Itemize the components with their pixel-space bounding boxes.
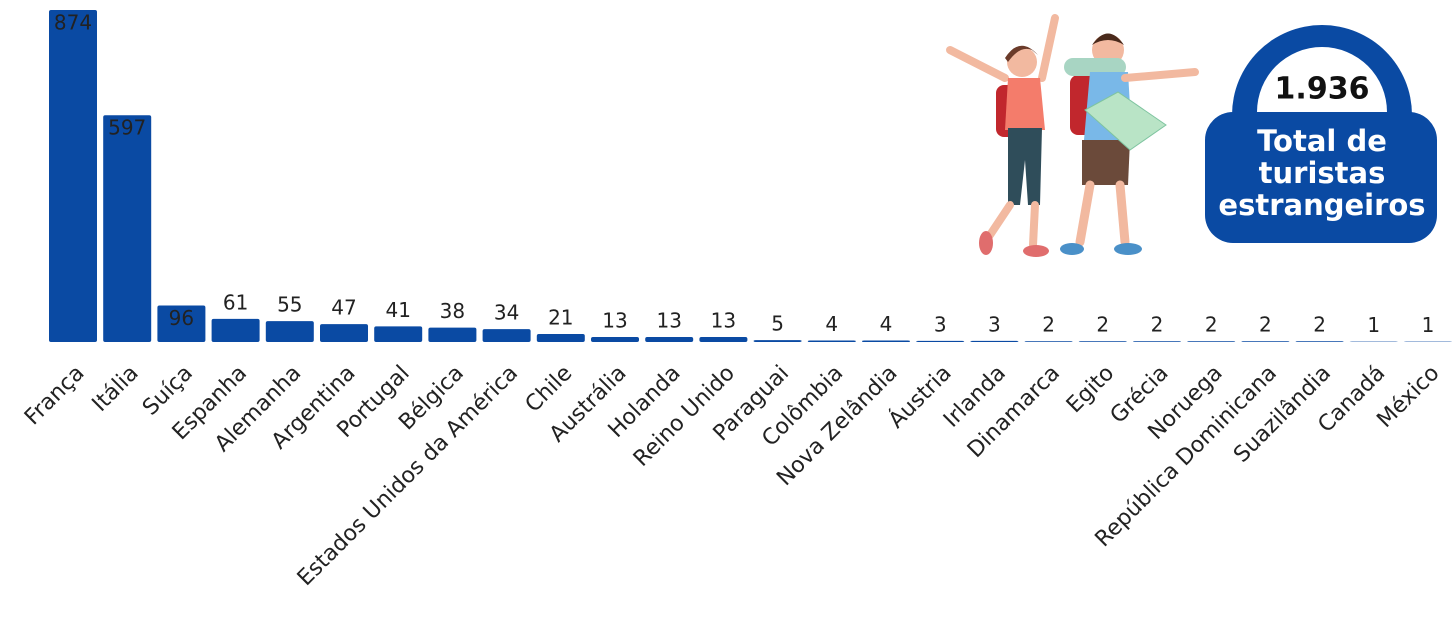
value-label: 2: [1205, 313, 1218, 337]
bar: [591, 337, 639, 342]
bar: [428, 327, 477, 342]
value-label: 2: [1042, 313, 1055, 337]
value-label: 4: [825, 312, 838, 336]
x-tick-label: França: [20, 361, 89, 430]
bar: [807, 340, 856, 342]
bar: [1241, 341, 1290, 342]
total-badge: 1.936 Total de turistas estrangeiros: [1205, 25, 1437, 243]
bar: [699, 337, 748, 342]
bar: [482, 329, 531, 342]
value-label: 34: [494, 301, 519, 325]
bar: [1295, 341, 1344, 342]
bar: [753, 340, 802, 342]
value-label: 3: [934, 312, 947, 336]
tourists-illustration: [946, 14, 1199, 257]
value-label: 2: [1259, 313, 1272, 337]
value-label: 597: [108, 116, 146, 140]
bar: [320, 324, 368, 342]
value-label: 41: [385, 298, 410, 322]
bar: [1187, 341, 1236, 342]
bar: [970, 340, 1019, 342]
value-label: 96: [169, 306, 194, 330]
bar: [916, 340, 965, 342]
bar: [645, 337, 694, 342]
value-label: 874: [54, 11, 92, 35]
value-label: 1: [1422, 313, 1435, 337]
total-label: Total de: [1257, 124, 1387, 158]
bar: [103, 115, 152, 342]
value-label: 1: [1367, 313, 1380, 337]
bar: [157, 305, 206, 342]
total-label: turistas: [1259, 156, 1386, 190]
bar: [49, 10, 97, 342]
value-label: 2: [1151, 313, 1164, 337]
bar: [1078, 341, 1127, 342]
value-label: 4: [880, 312, 893, 336]
bar: [862, 340, 910, 342]
bar: [374, 326, 423, 342]
value-label: 21: [548, 306, 573, 330]
bar: [211, 318, 260, 342]
x-tick-label: Itália: [88, 361, 144, 417]
bar: [1024, 341, 1073, 342]
total-value: 1.936: [1275, 72, 1370, 107]
value-label: 3: [988, 312, 1001, 336]
value-label: 61: [223, 290, 248, 314]
bar: [536, 334, 585, 342]
bar: [265, 321, 314, 342]
total-label: estrangeiros: [1218, 188, 1425, 222]
value-label: 13: [711, 309, 736, 333]
value-label: 13: [602, 309, 627, 333]
value-label: 55: [277, 293, 302, 317]
value-label: 38: [440, 299, 465, 323]
value-label: 5: [771, 312, 784, 336]
value-label: 2: [1096, 313, 1109, 337]
value-label: 2: [1313, 313, 1326, 337]
bar: [1133, 341, 1181, 342]
value-label: 13: [656, 309, 681, 333]
value-label: 47: [331, 296, 356, 320]
